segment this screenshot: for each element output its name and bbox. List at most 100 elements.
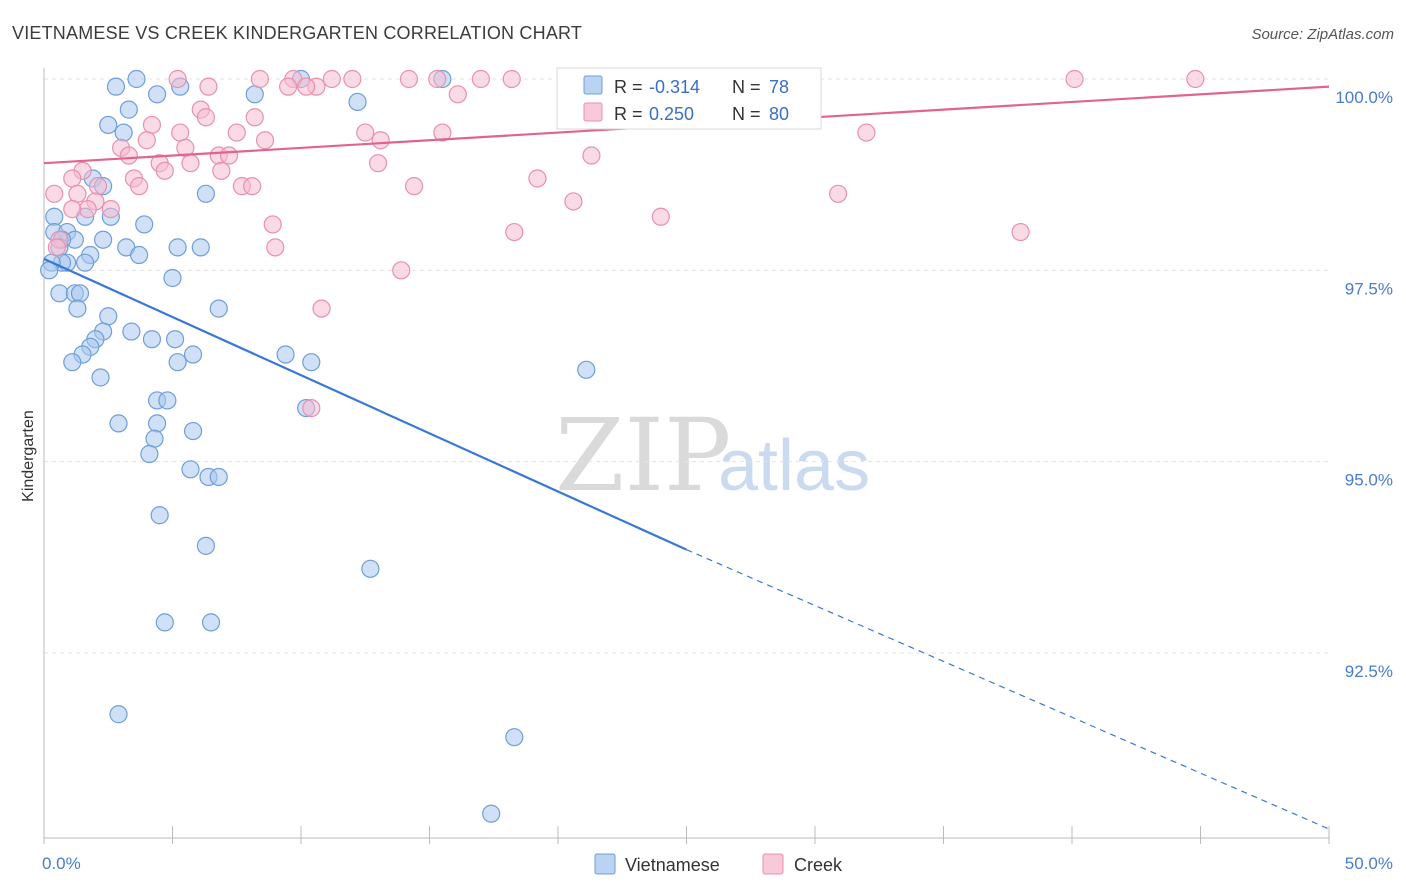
point-creek-41 bbox=[63, 169, 82, 188]
point-vietnamese-59 bbox=[147, 414, 167, 433]
legend-swatch-creek[interactable] bbox=[762, 853, 784, 875]
point-vietnamese-60 bbox=[183, 421, 203, 441]
point-creek-62 bbox=[266, 238, 285, 257]
trend-line-vietnamese bbox=[43, 257, 687, 551]
point-vietnamese-51 bbox=[63, 353, 82, 372]
point-vietnamese-67 bbox=[196, 536, 216, 555]
point-creek-10 bbox=[1186, 69, 1205, 89]
point-vietnamese-72 bbox=[505, 728, 524, 747]
stats-n-label-vietnamese: N = bbox=[732, 77, 761, 97]
point-creek-37 bbox=[212, 161, 231, 180]
point-creek-0 bbox=[168, 69, 187, 89]
point-creek-6 bbox=[428, 69, 447, 89]
point-vietnamese-29 bbox=[76, 253, 95, 272]
point-creek-42 bbox=[528, 169, 547, 188]
point-vietnamese-9 bbox=[99, 115, 118, 135]
point-creek-21 bbox=[227, 123, 246, 142]
point-vietnamese-35 bbox=[50, 284, 69, 303]
point-vietnamese-69 bbox=[155, 613, 174, 632]
point-vietnamese-71 bbox=[109, 705, 128, 724]
point-creek-22 bbox=[356, 123, 375, 142]
point-vietnamese-38 bbox=[209, 299, 228, 318]
point-creek-46 bbox=[243, 177, 262, 196]
series-vietnamese bbox=[40, 69, 596, 823]
point-vietnamese-48 bbox=[183, 345, 203, 364]
y-tick-label-3: 92.5% bbox=[1345, 662, 1393, 681]
point-creek-55 bbox=[63, 200, 82, 219]
point-creek-43 bbox=[88, 177, 108, 196]
point-vietnamese-23 bbox=[168, 238, 187, 257]
legend-swatch-vietnamese[interactable] bbox=[594, 853, 616, 875]
point-creek-13 bbox=[279, 77, 298, 96]
stats-legend: R = -0.314 N = 78 R = 0.250 N = 80 bbox=[556, 67, 822, 130]
watermark-atlas: atlas bbox=[718, 426, 870, 506]
point-creek-20 bbox=[171, 123, 190, 142]
point-creek-45 bbox=[129, 177, 149, 196]
point-creek-57 bbox=[263, 215, 282, 234]
point-creek-24 bbox=[371, 131, 390, 150]
point-creek-39 bbox=[155, 161, 174, 180]
point-creek-61 bbox=[47, 238, 66, 257]
point-creek-49 bbox=[829, 184, 848, 203]
point-vietnamese-4 bbox=[245, 85, 264, 104]
point-creek-58 bbox=[505, 222, 524, 242]
point-creek-56 bbox=[651, 207, 670, 226]
point-vietnamese-54 bbox=[91, 368, 110, 387]
watermark-zip: ZIP bbox=[555, 397, 731, 514]
y-tick-label-2: 95.0% bbox=[1345, 471, 1393, 490]
stats-r-value-vietnamese: -0.314 bbox=[649, 77, 700, 97]
point-vietnamese-45 bbox=[142, 330, 162, 349]
point-vietnamese-42 bbox=[122, 322, 141, 341]
x-tick-labels: 0.0% 50.0% bbox=[42, 854, 1393, 873]
point-creek-15 bbox=[297, 77, 316, 96]
trend-line-vietnamese-extrapolated bbox=[686, 549, 1330, 830]
stats-swatch-vietnamese bbox=[583, 75, 603, 95]
point-creek-8 bbox=[502, 69, 521, 89]
point-creek-19 bbox=[142, 115, 162, 135]
point-creek-36 bbox=[181, 154, 200, 173]
point-creek-25 bbox=[137, 131, 156, 150]
point-creek-54 bbox=[101, 200, 120, 219]
point-creek-50 bbox=[45, 184, 64, 203]
point-vietnamese-58 bbox=[109, 414, 128, 433]
point-vietnamese-24 bbox=[191, 238, 210, 257]
point-vietnamese-43 bbox=[165, 330, 185, 349]
point-vietnamese-66 bbox=[150, 506, 169, 525]
point-vietnamese-14 bbox=[45, 207, 64, 226]
point-vietnamese-8 bbox=[119, 100, 138, 119]
y-axis-label: Kindergarten bbox=[20, 410, 37, 502]
point-vietnamese-49 bbox=[276, 345, 295, 364]
stats-n-value-creek: 80 bbox=[769, 104, 789, 124]
point-creek-64 bbox=[312, 299, 331, 318]
legend-label-vietnamese[interactable]: Vietnamese bbox=[625, 855, 720, 875]
point-vietnamese-56 bbox=[158, 391, 177, 410]
point-vietnamese-10 bbox=[114, 123, 133, 142]
point-vietnamese-27 bbox=[129, 245, 149, 265]
stats-n-value-vietnamese: 78 bbox=[769, 77, 789, 97]
point-vietnamese-62 bbox=[140, 444, 159, 464]
point-vietnamese-13 bbox=[196, 184, 216, 203]
point-creek-33 bbox=[582, 146, 601, 165]
point-vietnamese-63 bbox=[181, 460, 200, 479]
point-creek-5 bbox=[399, 69, 419, 89]
y-tick-label-0: 100.0% bbox=[1335, 88, 1393, 107]
point-vietnamese-1 bbox=[127, 69, 146, 89]
point-creek-52 bbox=[564, 192, 583, 211]
legend-label-creek[interactable]: Creek bbox=[794, 855, 843, 875]
point-vietnamese-0 bbox=[106, 77, 126, 96]
stats-n-label-creek: N = bbox=[732, 104, 761, 124]
chart-source: Source: ZipAtlas.com bbox=[1251, 26, 1394, 43]
point-creek-32 bbox=[219, 146, 239, 165]
point-creek-23 bbox=[433, 123, 452, 142]
grid bbox=[44, 78, 1329, 654]
bottom-legend: Vietnamese Creek bbox=[594, 853, 843, 875]
point-creek-35 bbox=[369, 154, 388, 173]
point-vietnamese-50 bbox=[168, 353, 187, 372]
point-creek-4 bbox=[343, 69, 362, 89]
watermark: ZIP atlas bbox=[555, 397, 870, 514]
point-vietnamese-70 bbox=[201, 613, 221, 632]
y-tick-label-1: 97.5% bbox=[1345, 279, 1393, 298]
point-vietnamese-22 bbox=[94, 230, 113, 249]
point-creek-47 bbox=[404, 177, 424, 196]
